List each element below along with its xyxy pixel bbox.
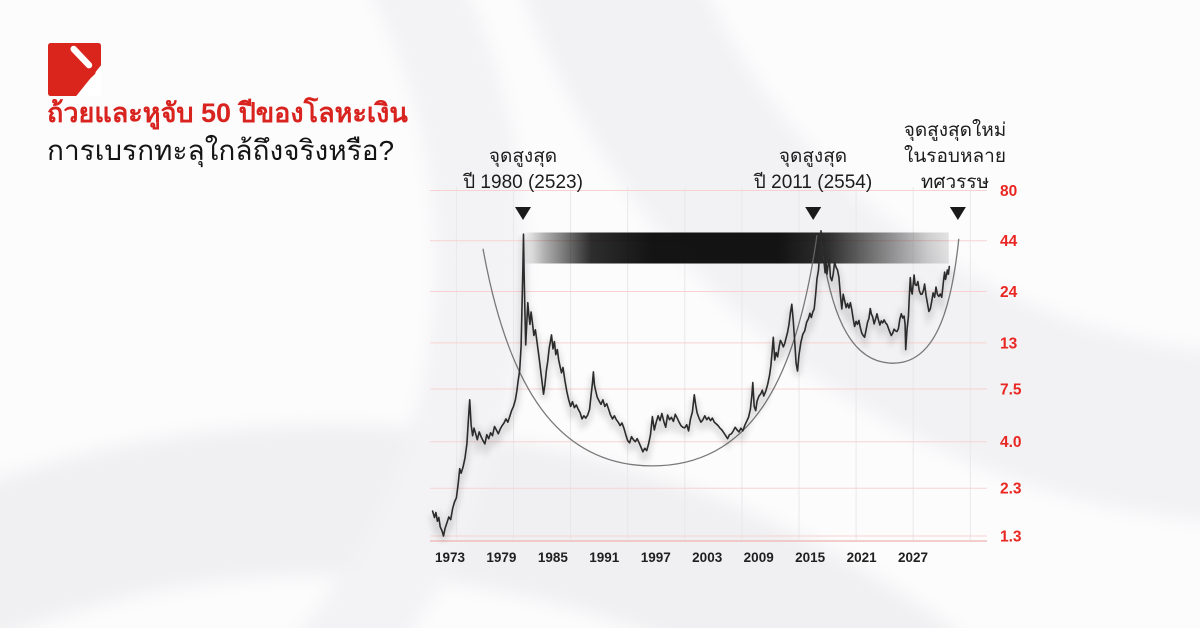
brand-logo-mark — [48, 43, 101, 96]
x-axis-labels: 1973 1979 1985 1991 1997 2003 2009 2015 2021 2027 — [435, 550, 928, 565]
annotation-line: จุดสูงสุด — [778, 146, 848, 167]
bg-arc-left — [301, 0, 525, 628]
y-tick-label: 1.3 — [1000, 529, 1022, 546]
y-tick-label: 7.5 — [1000, 382, 1022, 399]
y-tick-label: 2.3 — [1000, 481, 1022, 498]
annotation-line: ปี 2011 (2554) — [753, 172, 873, 193]
down-triangle-icon — [805, 207, 822, 220]
annotation-2011-peak: จุดสูงสุด ปี 2011 (2554) — [754, 144, 872, 196]
handle-arc — [821, 238, 960, 364]
x-tick-label: 1979 — [486, 550, 516, 565]
price-line — [431, 230, 951, 537]
x-tick-label: 2009 — [744, 550, 774, 565]
price-line-shadow — [429, 234, 953, 541]
annotation-1980-peak: จุดสูงสุด ปี 1980 (2523) — [463, 144, 583, 196]
x-tick-label: 1973 — [435, 550, 466, 565]
x-tick-label: 2003 — [692, 550, 723, 565]
down-triangle-icon — [515, 207, 531, 220]
y-axis-labels: 80 44 24 13 7.5 4.0 2.3 1.3 — [1000, 183, 1022, 546]
annotation-line: ในรอบหลาย — [904, 146, 1006, 167]
brand-logo — [48, 43, 101, 96]
x-tick-label: 1997 — [641, 550, 671, 565]
y-tick-label: 4.0 — [1000, 434, 1022, 451]
x-tick-label: 1991 — [589, 550, 620, 565]
x-tick-label: 1985 — [538, 550, 569, 565]
page-title: ถ้วยและหูจับ 50 ปีของโลหะเงิน — [47, 98, 408, 128]
x-tick-label: 2021 — [847, 550, 878, 565]
peak-markers — [515, 207, 966, 220]
y-tick-label: 44 — [1000, 233, 1018, 250]
cup-arc — [482, 235, 818, 467]
x-tick-label: 2015 — [795, 550, 826, 565]
annotation-line: จุดสูงสุดใหม่ — [903, 120, 1007, 141]
bg-arc-bottom — [0, 425, 952, 628]
annotation-line: ทศวรรษ — [920, 172, 990, 193]
annotation-line: ปี 1980 (2523) — [463, 172, 583, 193]
annotation-new-high: จุดสูงสุดใหม่ ในรอบหลาย ทศวรรษ — [904, 118, 1007, 196]
y-tick-label: 80 — [1000, 183, 1017, 200]
page-subtitle: การเบรกทะลุใกล้ถึงจริงหรือ? — [47, 135, 395, 166]
y-tick-label: 24 — [1000, 284, 1018, 301]
resistance-band — [523, 232, 949, 264]
x-tick-label: 2027 — [898, 550, 928, 565]
down-triangle-icon — [949, 207, 966, 220]
annotation-line: จุดสูงสุด — [488, 146, 558, 167]
y-tick-label: 13 — [1000, 335, 1018, 352]
